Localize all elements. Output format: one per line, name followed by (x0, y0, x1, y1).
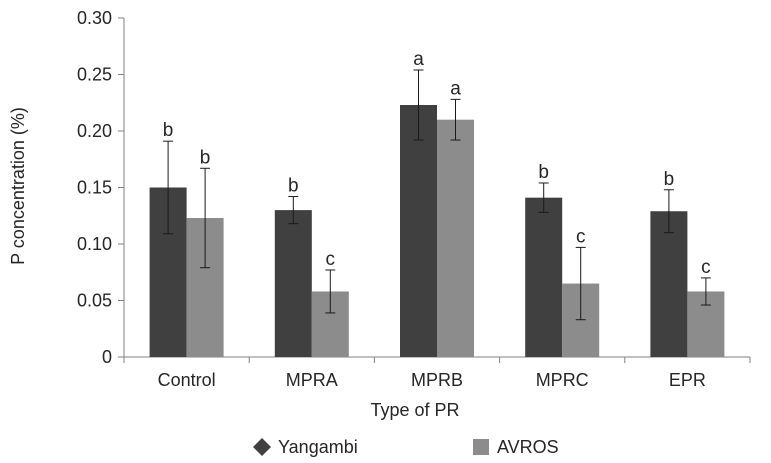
significance-letter: c (576, 226, 586, 247)
legend-label: Yangambi (278, 437, 358, 457)
bar (274, 210, 312, 357)
x-tick-label: Control (158, 370, 216, 390)
y-tick-label: 0.10 (77, 234, 112, 254)
legend-marker-diamond (253, 438, 271, 456)
significance-letter: b (288, 176, 299, 197)
x-axis-title: Type of PR (370, 400, 459, 420)
bar (437, 119, 474, 357)
x-tick-label: MPRA (286, 370, 338, 390)
legend-marker-square (473, 439, 489, 455)
significance-letter: b (538, 162, 549, 183)
legend: Yangambi AVROS (253, 437, 559, 457)
significance-letter: b (664, 169, 675, 190)
legend-label: AVROS (497, 437, 559, 457)
y-tick-label: 0 (102, 347, 112, 367)
legend-item: AVROS (473, 437, 559, 457)
y-tick-label: 0.25 (77, 65, 112, 85)
x-tick-label: MPRC (536, 370, 589, 390)
significance-letter: c (701, 257, 711, 278)
x-tick-label: EPR (669, 370, 706, 390)
x-axis: Control MPRA MPRB MPRC EPR (123, 356, 751, 390)
y-tick-label: 0.20 (77, 121, 112, 141)
significance-letter: a (413, 49, 424, 70)
significance-letter: b (200, 147, 211, 168)
bar (400, 105, 437, 357)
y-tick-label: 0.05 (77, 291, 112, 311)
significance-letter: a (450, 78, 461, 99)
error-bars (163, 69, 711, 321)
bars (149, 105, 725, 357)
y-tick-label: 0.15 (77, 178, 112, 198)
y-axis: 0 0.05 0.10 0.15 0.20 0.25 0.30 (77, 8, 125, 367)
legend-item: Yangambi (253, 437, 358, 457)
bar (525, 197, 563, 357)
bar (650, 211, 688, 357)
x-tick-label: MPRB (411, 370, 463, 390)
significance-letters: b b a b b b c a c c (163, 49, 711, 278)
significance-letter: c (326, 249, 336, 270)
significance-letter: b (163, 120, 174, 141)
y-axis-title: P concentration (%) (8, 107, 28, 265)
y-tick-label: 0.30 (77, 8, 112, 28)
